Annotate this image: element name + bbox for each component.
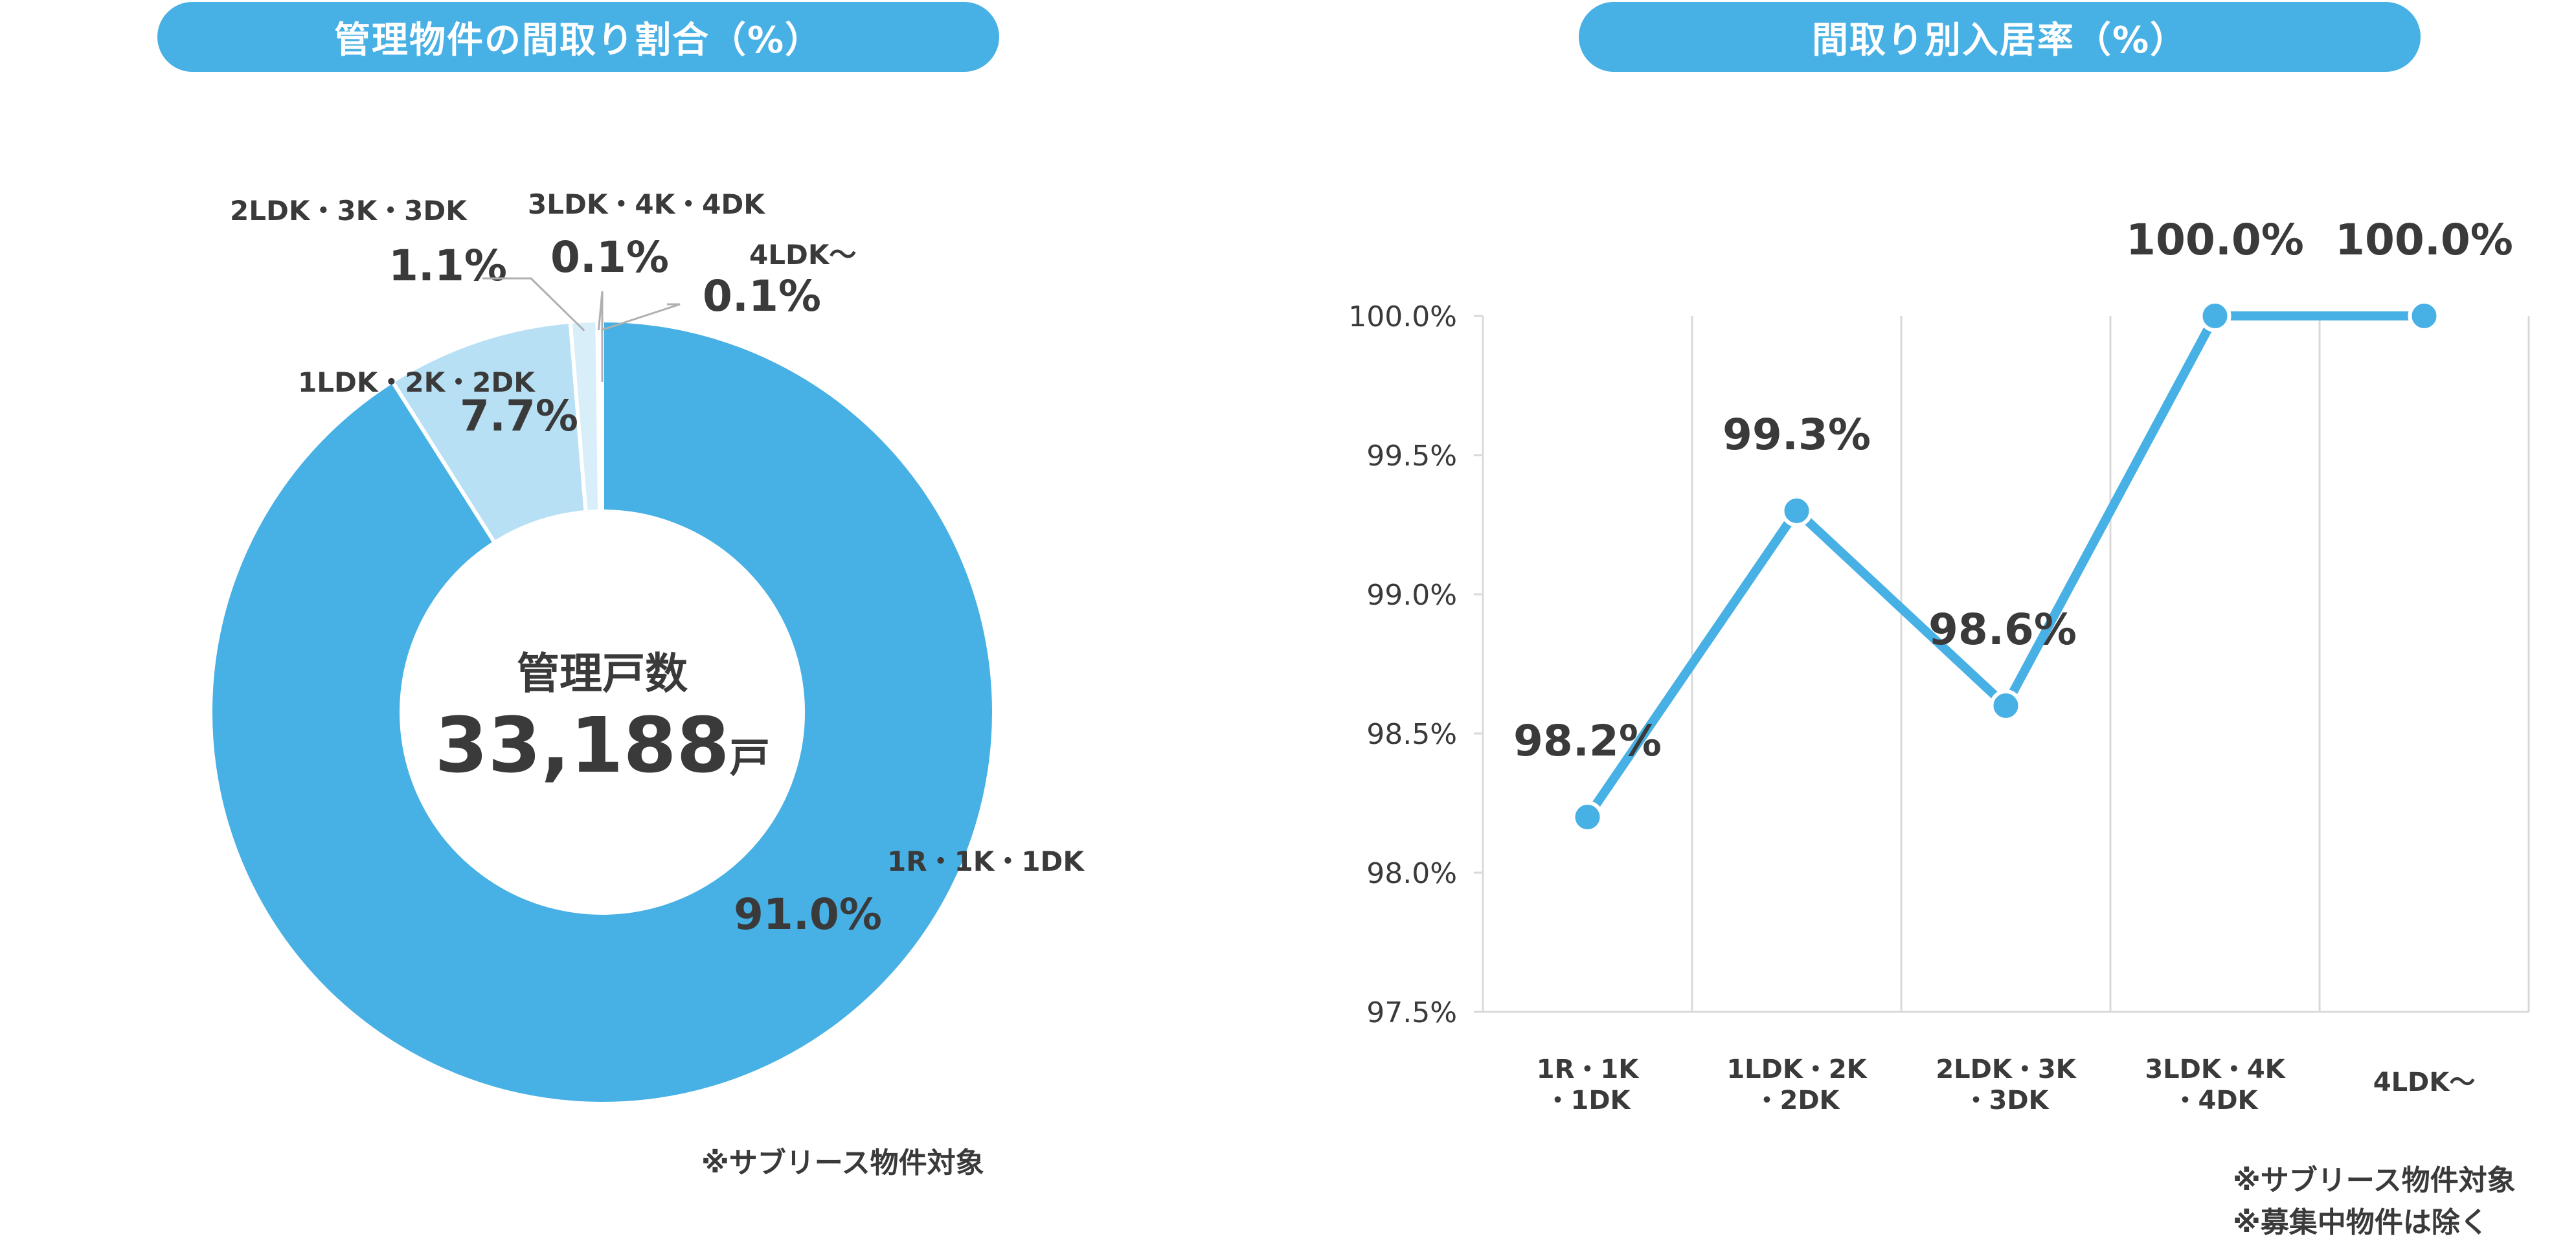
x-tick-label: 1R・1K: [1537, 1055, 1640, 1084]
x-tick-label: ・3DK: [1963, 1086, 2050, 1115]
donut-value-label: 7.7%: [460, 391, 578, 441]
y-tick-label: 99.5%: [1366, 440, 1457, 473]
donut-leader-line: [600, 303, 681, 331]
donut-category-label: 1R・1K・1DK: [887, 845, 1085, 877]
data-value-label: 99.3%: [1723, 410, 1871, 460]
data-value-label: 100.0%: [2335, 215, 2513, 265]
x-tick-label: 3LDK・4K: [2145, 1055, 2286, 1084]
series-line: [1583, 311, 2429, 822]
donut-center-value: 33,188: [435, 700, 729, 790]
donut-value-label: 0.1%: [703, 271, 821, 321]
y-tick-label: 98.0%: [1366, 857, 1457, 890]
donut-chart: [209, 318, 996, 1106]
series-point: [2198, 300, 2231, 332]
x-tick-label: ・1DK: [1544, 1086, 1631, 1115]
x-tick-label: 1LDK・2K: [1726, 1055, 1868, 1084]
x-tick-label: 4LDK〜: [2373, 1068, 2476, 1097]
donut-center-label: 管理戸数: [517, 649, 688, 699]
line-chart: 97.5% 98.0% 98.5% 99.0% 99.5% 100.0% 1R・1K・1DK…: [1348, 215, 2530, 1115]
data-value-label: 100.0%: [2126, 215, 2304, 265]
donut-chart-title: 管理物件の間取り割合（%）: [157, 2, 999, 72]
line-footnote-1: ※サブリース物件対象: [2233, 1164, 2516, 1197]
donut-leader-line: [482, 277, 585, 331]
data-value-label: 98.2%: [1513, 716, 1662, 766]
series-point: [1571, 801, 1604, 833]
y-tick-label: 98.5%: [1366, 718, 1457, 751]
x-tick-label: ・4DK: [2172, 1086, 2259, 1115]
data-value-label: 98.6%: [1928, 605, 2077, 655]
donut-slice: [209, 318, 996, 1106]
line-footnote-2: ※募集中物件は除く: [2233, 1206, 2489, 1239]
donut-value-label: 1.1%: [389, 241, 507, 291]
x-tick-label: 2LDK・3K: [1936, 1055, 2077, 1084]
donut-value-label: 0.1%: [550, 232, 669, 282]
donut-center-total: 33,188戸: [435, 700, 769, 790]
series-point: [1989, 689, 2022, 722]
donut-category-label: 4LDK〜: [749, 239, 856, 271]
y-tick-label: 99.0%: [1366, 579, 1457, 612]
donut-leader-line: [597, 291, 604, 382]
series-point: [2408, 300, 2441, 332]
series-point: [1780, 495, 1813, 527]
line-chart-title: 間取り別入居率（%）: [1579, 2, 2421, 72]
donut-category-label: 2LDK・3K・3DK: [230, 195, 468, 227]
donut-footnote: ※サブリース物件対象: [701, 1147, 984, 1180]
donut-center-unit: 戸: [730, 734, 770, 781]
donut-category-label: 3LDK・4K・4DK: [528, 188, 765, 220]
donut-category-label: 1LDK・2K・2DK: [298, 366, 536, 398]
y-tick-label: 100.0%: [1348, 300, 1457, 333]
x-tick-label: ・2DK: [1754, 1086, 1840, 1115]
donut-value-label: 91.0%: [734, 890, 882, 939]
y-tick-label: 97.5%: [1366, 996, 1457, 1029]
